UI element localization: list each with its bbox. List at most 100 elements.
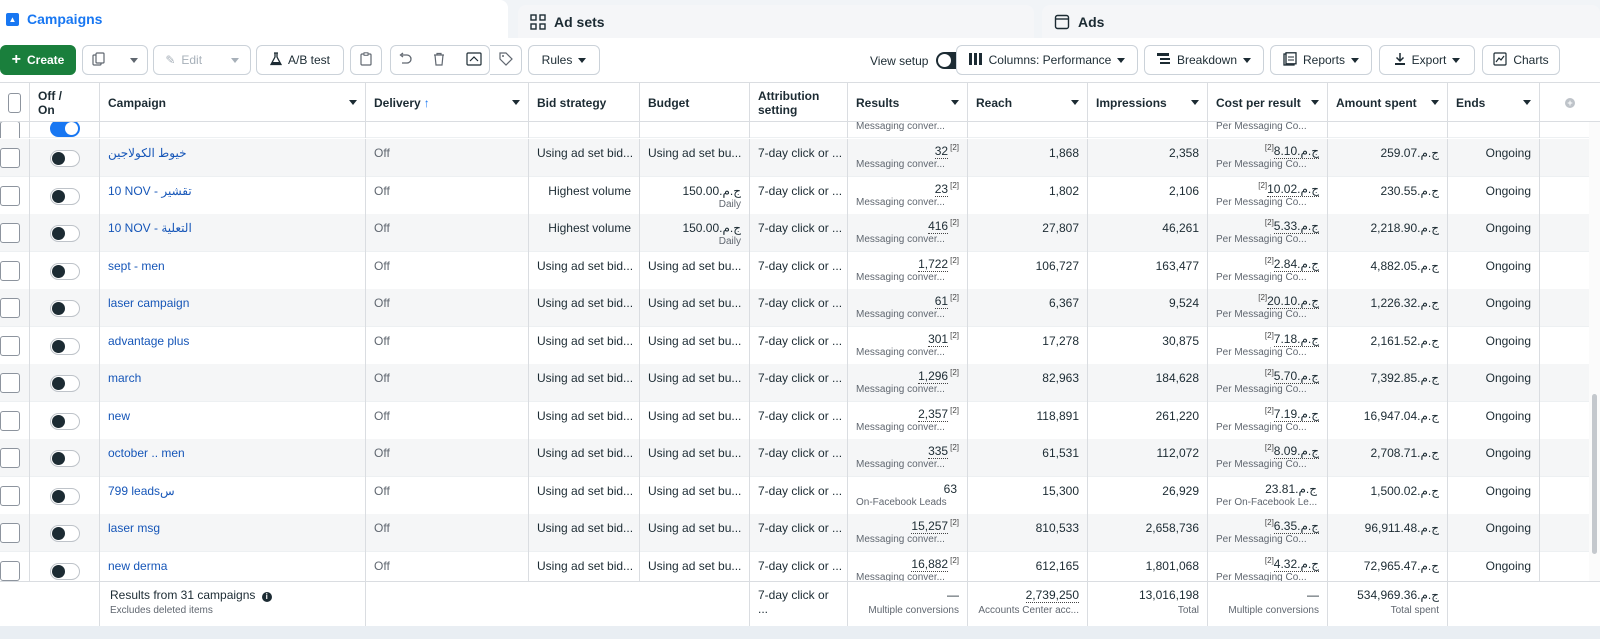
undo-icon[interactable] (398, 51, 412, 69)
header-campaign[interactable]: Campaign (100, 83, 366, 122)
row-checkbox[interactable] (0, 260, 20, 281)
tab-ad-sets[interactable]: Ad sets (518, 5, 1034, 38)
edit-button[interactable]: ✎ Edit (153, 45, 251, 75)
chevron-down-icon[interactable] (512, 100, 520, 105)
header-bid-strategy[interactable]: Bid strategy (529, 83, 640, 122)
scrollbar-thumb[interactable] (1592, 394, 1597, 554)
campaign-name-link[interactable]: 10 NOV - التعلية (108, 221, 192, 235)
table-row-partial[interactable]: Messaging conver... Per Messaging Co... (0, 122, 1590, 138)
results-value[interactable]: 301 (928, 331, 949, 347)
chevron-down-icon[interactable] (1311, 100, 1319, 105)
table-row[interactable]: new derma Off Using ad set bid... Using ad … (0, 551, 1590, 581)
vertical-scrollbar[interactable] (1589, 122, 1600, 581)
tab-ads[interactable]: Ads (1042, 5, 1600, 38)
select-all-checkbox[interactable] (8, 92, 21, 113)
table-row[interactable]: new Off Using ad set bid... Using ad set bu… (0, 401, 1590, 440)
export-dropdown[interactable]: Export (1379, 45, 1475, 75)
campaign-toggle[interactable] (50, 337, 80, 355)
row-checkbox[interactable] (0, 523, 20, 543)
table-row[interactable]: 10 NOV - تقشير Off Highest volume ج.م.150.0… (0, 176, 1590, 215)
rules-dropdown[interactable]: Rules (528, 45, 600, 75)
create-button[interactable]: + Create (0, 45, 76, 75)
header-impressions[interactable]: Impressions (1088, 83, 1208, 122)
campaign-name-link[interactable]: 10 NOV - تقشير (108, 183, 192, 198)
row-checkbox[interactable] (0, 148, 20, 168)
table-row[interactable]: sept - men Off Using ad set bid... Using ad… (0, 251, 1590, 290)
campaign-name-link[interactable]: new (108, 408, 131, 423)
chevron-down-icon[interactable] (130, 57, 138, 63)
campaign-name-link[interactable]: laser msg (108, 521, 161, 535)
breakdown-dropdown[interactable]: Breakdown (1144, 45, 1264, 75)
campaign-name-link[interactable]: october .. men (108, 446, 185, 460)
chevron-down-icon[interactable] (951, 100, 959, 105)
results-value[interactable]: 15,257 (911, 519, 949, 534)
table-row[interactable]: march Off Using ad set bid... Using ad set … (0, 364, 1590, 402)
campaign-toggle[interactable] (50, 262, 80, 280)
campaign-toggle[interactable] (50, 450, 80, 467)
charts-button[interactable]: Charts (1482, 45, 1560, 75)
campaign-toggle[interactable] (50, 375, 80, 392)
campaign-toggle[interactable] (50, 300, 80, 317)
chevron-down-icon[interactable] (1191, 100, 1199, 105)
results-value[interactable]: 335 (928, 444, 949, 459)
row-checkbox[interactable] (0, 560, 20, 581)
header-results[interactable]: Results (848, 83, 968, 122)
columns-dropdown[interactable]: Columns: Performance (956, 45, 1138, 75)
results-value[interactable]: 2,357 (918, 406, 949, 422)
header-off-on[interactable]: Off / On (30, 83, 100, 122)
results-value[interactable]: 61 (934, 294, 949, 309)
campaign-name-link[interactable]: march (108, 371, 142, 385)
share-icon[interactable] (466, 51, 482, 69)
table-row[interactable]: advantage plus Off Using ad set bid... Usin… (0, 326, 1590, 365)
table-row[interactable]: 10 NOV - التعلية Off Highest volume ج.م.150… (0, 214, 1590, 252)
clipboard-button[interactable] (350, 45, 382, 75)
results-value[interactable]: 23 (934, 181, 949, 197)
row-checkbox[interactable] (0, 223, 20, 243)
results-value[interactable]: 1,722 (918, 256, 949, 272)
chevron-down-icon[interactable] (1071, 100, 1079, 105)
results-value[interactable]: 1,296 (918, 369, 949, 384)
chevron-down-icon[interactable] (349, 100, 357, 105)
header-reach[interactable]: Reach (968, 83, 1088, 122)
campaign-toggle[interactable] (50, 487, 80, 505)
reports-dropdown[interactable]: Reports (1270, 45, 1372, 75)
tab-campaigns[interactable]: ▲ Campaigns (0, 0, 508, 38)
chevron-down-icon[interactable] (1431, 100, 1439, 105)
chevron-down-icon[interactable] (230, 57, 239, 63)
campaign-toggle[interactable] (50, 412, 80, 430)
campaign-toggle[interactable] (50, 122, 80, 137)
campaign-name-link[interactable]: new derma (108, 558, 168, 573)
header-cost-per-result[interactable]: Cost per result (1208, 83, 1328, 122)
tag-button[interactable] (490, 45, 522, 75)
row-checkbox[interactable] (0, 335, 20, 356)
row-checkbox[interactable] (0, 122, 20, 138)
chevron-down-icon[interactable] (1523, 100, 1531, 105)
table-row[interactable]: october .. men Off Using ad set bid... Usin… (0, 439, 1590, 477)
campaign-name-link[interactable]: sept - men (108, 258, 165, 273)
campaign-toggle[interactable] (50, 187, 80, 205)
results-value[interactable]: 416 (928, 219, 949, 234)
info-icon[interactable]: i (261, 592, 272, 602)
header-ends[interactable]: Ends (1448, 83, 1540, 122)
table-row[interactable]: 799 leadsس Off Using ad set bid... Using ad… (0, 476, 1590, 515)
row-checkbox[interactable] (0, 448, 20, 468)
header-budget[interactable]: Budget (640, 83, 750, 122)
results-value[interactable]: 16,882 (911, 556, 949, 572)
campaign-name-link[interactable]: laser campaign (108, 296, 190, 310)
results-value[interactable]: 63 (943, 481, 957, 496)
header-delivery[interactable]: Delivery ↑ (366, 83, 529, 122)
duplicate-button[interactable] (82, 45, 148, 75)
trash-icon[interactable] (433, 52, 445, 69)
table-row[interactable]: laser campaign Off Using ad set bid... Usin… (0, 289, 1590, 327)
campaign-toggle[interactable] (50, 562, 80, 580)
table-row[interactable]: خيوط الكولاجين Off Using ad set bid... Usin… (0, 139, 1590, 177)
row-checkbox[interactable] (0, 485, 20, 506)
row-checkbox[interactable] (0, 185, 20, 206)
campaign-toggle[interactable] (50, 225, 80, 242)
header-attribution[interactable]: Attribution setting (750, 83, 848, 122)
ab-test-button[interactable]: A/B test (256, 45, 344, 75)
row-checkbox[interactable] (0, 410, 20, 431)
header-amount-spent[interactable]: Amount spent (1328, 83, 1448, 122)
table-row[interactable]: laser msg Off Using ad set bid... Using ad … (0, 514, 1590, 552)
results-value[interactable]: 32 (934, 144, 949, 159)
